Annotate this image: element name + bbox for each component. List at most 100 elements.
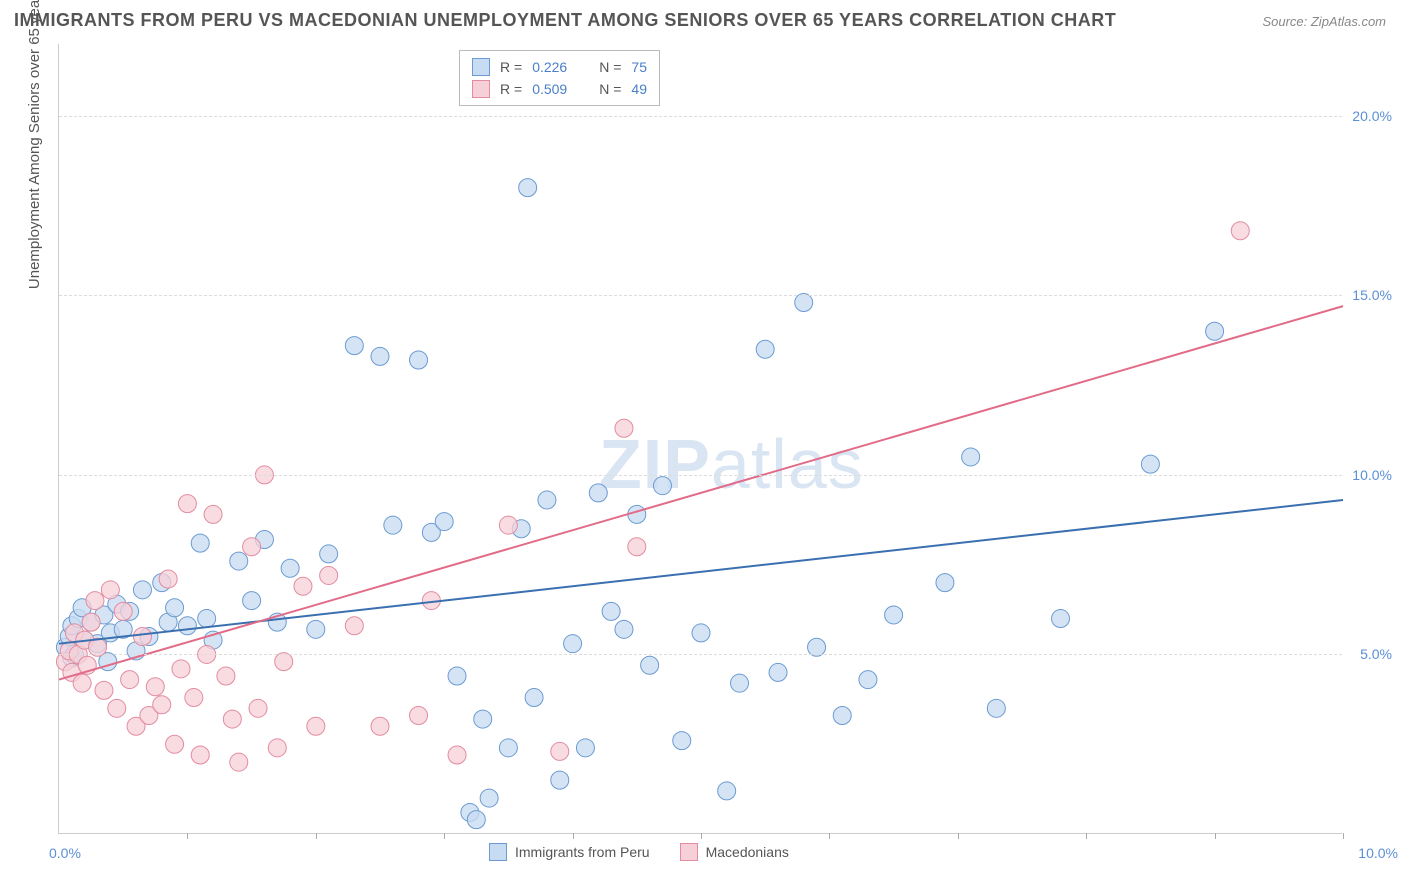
data-point [410, 707, 428, 725]
data-point [114, 602, 132, 620]
x-tick [1086, 833, 1087, 839]
data-point [345, 617, 363, 635]
data-point [692, 624, 710, 642]
data-point [615, 419, 633, 437]
data-point [435, 513, 453, 531]
series-legend: Immigrants from Peru Macedonians [489, 843, 789, 861]
data-point [833, 707, 851, 725]
x-tick [444, 833, 445, 839]
y-tick-label: 5.0% [1360, 646, 1392, 662]
chart-title: IMMIGRANTS FROM PERU VS MACEDONIAN UNEMP… [14, 10, 1116, 31]
correlation-legend: R = 0.226 N = 75R = 0.509 N = 49 [459, 50, 660, 106]
data-point [223, 710, 241, 728]
data-point [172, 660, 190, 678]
r-value: 0.226 [532, 56, 567, 78]
data-point [73, 674, 91, 692]
scatter-svg [59, 44, 1342, 833]
x-tick [187, 833, 188, 839]
data-point [448, 667, 466, 685]
data-point [307, 717, 325, 735]
x-tick [701, 833, 702, 839]
data-point [718, 782, 736, 800]
series-legend-item: Immigrants from Peru [489, 843, 650, 861]
data-point [499, 516, 517, 534]
data-point [133, 581, 151, 599]
data-point [320, 545, 338, 563]
r-value: 0.509 [532, 78, 567, 100]
y-axis-title: Unemployment Among Seniors over 65 years [26, 0, 43, 289]
data-point [191, 746, 209, 764]
data-point [217, 667, 235, 685]
data-point [384, 516, 402, 534]
data-point [551, 742, 569, 760]
data-point [1052, 610, 1070, 628]
data-point [86, 592, 104, 610]
data-point [166, 599, 184, 617]
data-point [448, 746, 466, 764]
data-point [538, 491, 556, 509]
n-value: 75 [631, 56, 647, 78]
data-point [146, 678, 164, 696]
data-point [936, 574, 954, 592]
data-point [1141, 455, 1159, 473]
data-point [249, 699, 267, 717]
data-point [191, 534, 209, 552]
data-point [480, 789, 498, 807]
data-point [281, 559, 299, 577]
data-point [859, 671, 877, 689]
data-point [576, 739, 594, 757]
data-point [178, 495, 196, 513]
data-point [641, 656, 659, 674]
data-point [101, 581, 119, 599]
x-tick [1343, 833, 1344, 839]
data-point [987, 699, 1005, 717]
data-point [82, 613, 100, 631]
data-point [525, 689, 543, 707]
data-point [602, 602, 620, 620]
data-point [731, 674, 749, 692]
data-point [371, 347, 389, 365]
r-label: R = [500, 56, 522, 78]
data-point [371, 717, 389, 735]
x-axis-min-label: 0.0% [49, 845, 81, 861]
data-point [962, 448, 980, 466]
data-point [769, 663, 787, 681]
series-legend-label: Immigrants from Peru [515, 844, 650, 860]
legend-swatch [472, 58, 490, 76]
data-point [230, 552, 248, 570]
y-tick-label: 15.0% [1352, 287, 1392, 303]
series-legend-label: Macedonians [706, 844, 789, 860]
data-point [467, 811, 485, 829]
data-point [756, 340, 774, 358]
data-point [294, 577, 312, 595]
n-label: N = [599, 78, 621, 100]
data-point [166, 735, 184, 753]
x-tick [958, 833, 959, 839]
data-point [345, 337, 363, 355]
legend-swatch [472, 80, 490, 98]
data-point [108, 699, 126, 717]
data-point [268, 739, 286, 757]
data-point [230, 753, 248, 771]
legend-row: R = 0.509 N = 49 [472, 78, 647, 100]
data-point [615, 620, 633, 638]
y-tick-label: 10.0% [1352, 467, 1392, 483]
legend-swatch [680, 843, 698, 861]
data-point [178, 617, 196, 635]
data-point [1231, 222, 1249, 240]
r-label: R = [500, 78, 522, 100]
x-axis-max-label: 10.0% [1358, 845, 1398, 861]
data-point [243, 538, 261, 556]
data-point [198, 610, 216, 628]
data-point [499, 739, 517, 757]
y-gridline [59, 116, 1342, 117]
chart-plot-area: ZIPatlas R =0.226N =75R =0.509N =49 0.0%… [58, 44, 1342, 834]
data-point [153, 696, 171, 714]
data-point [133, 628, 151, 646]
data-point [1206, 322, 1224, 340]
legend-row: R =0.226N =75 [472, 56, 647, 78]
n-value: 49 [631, 78, 647, 100]
data-point [589, 484, 607, 502]
data-point [628, 538, 646, 556]
x-tick [829, 833, 830, 839]
